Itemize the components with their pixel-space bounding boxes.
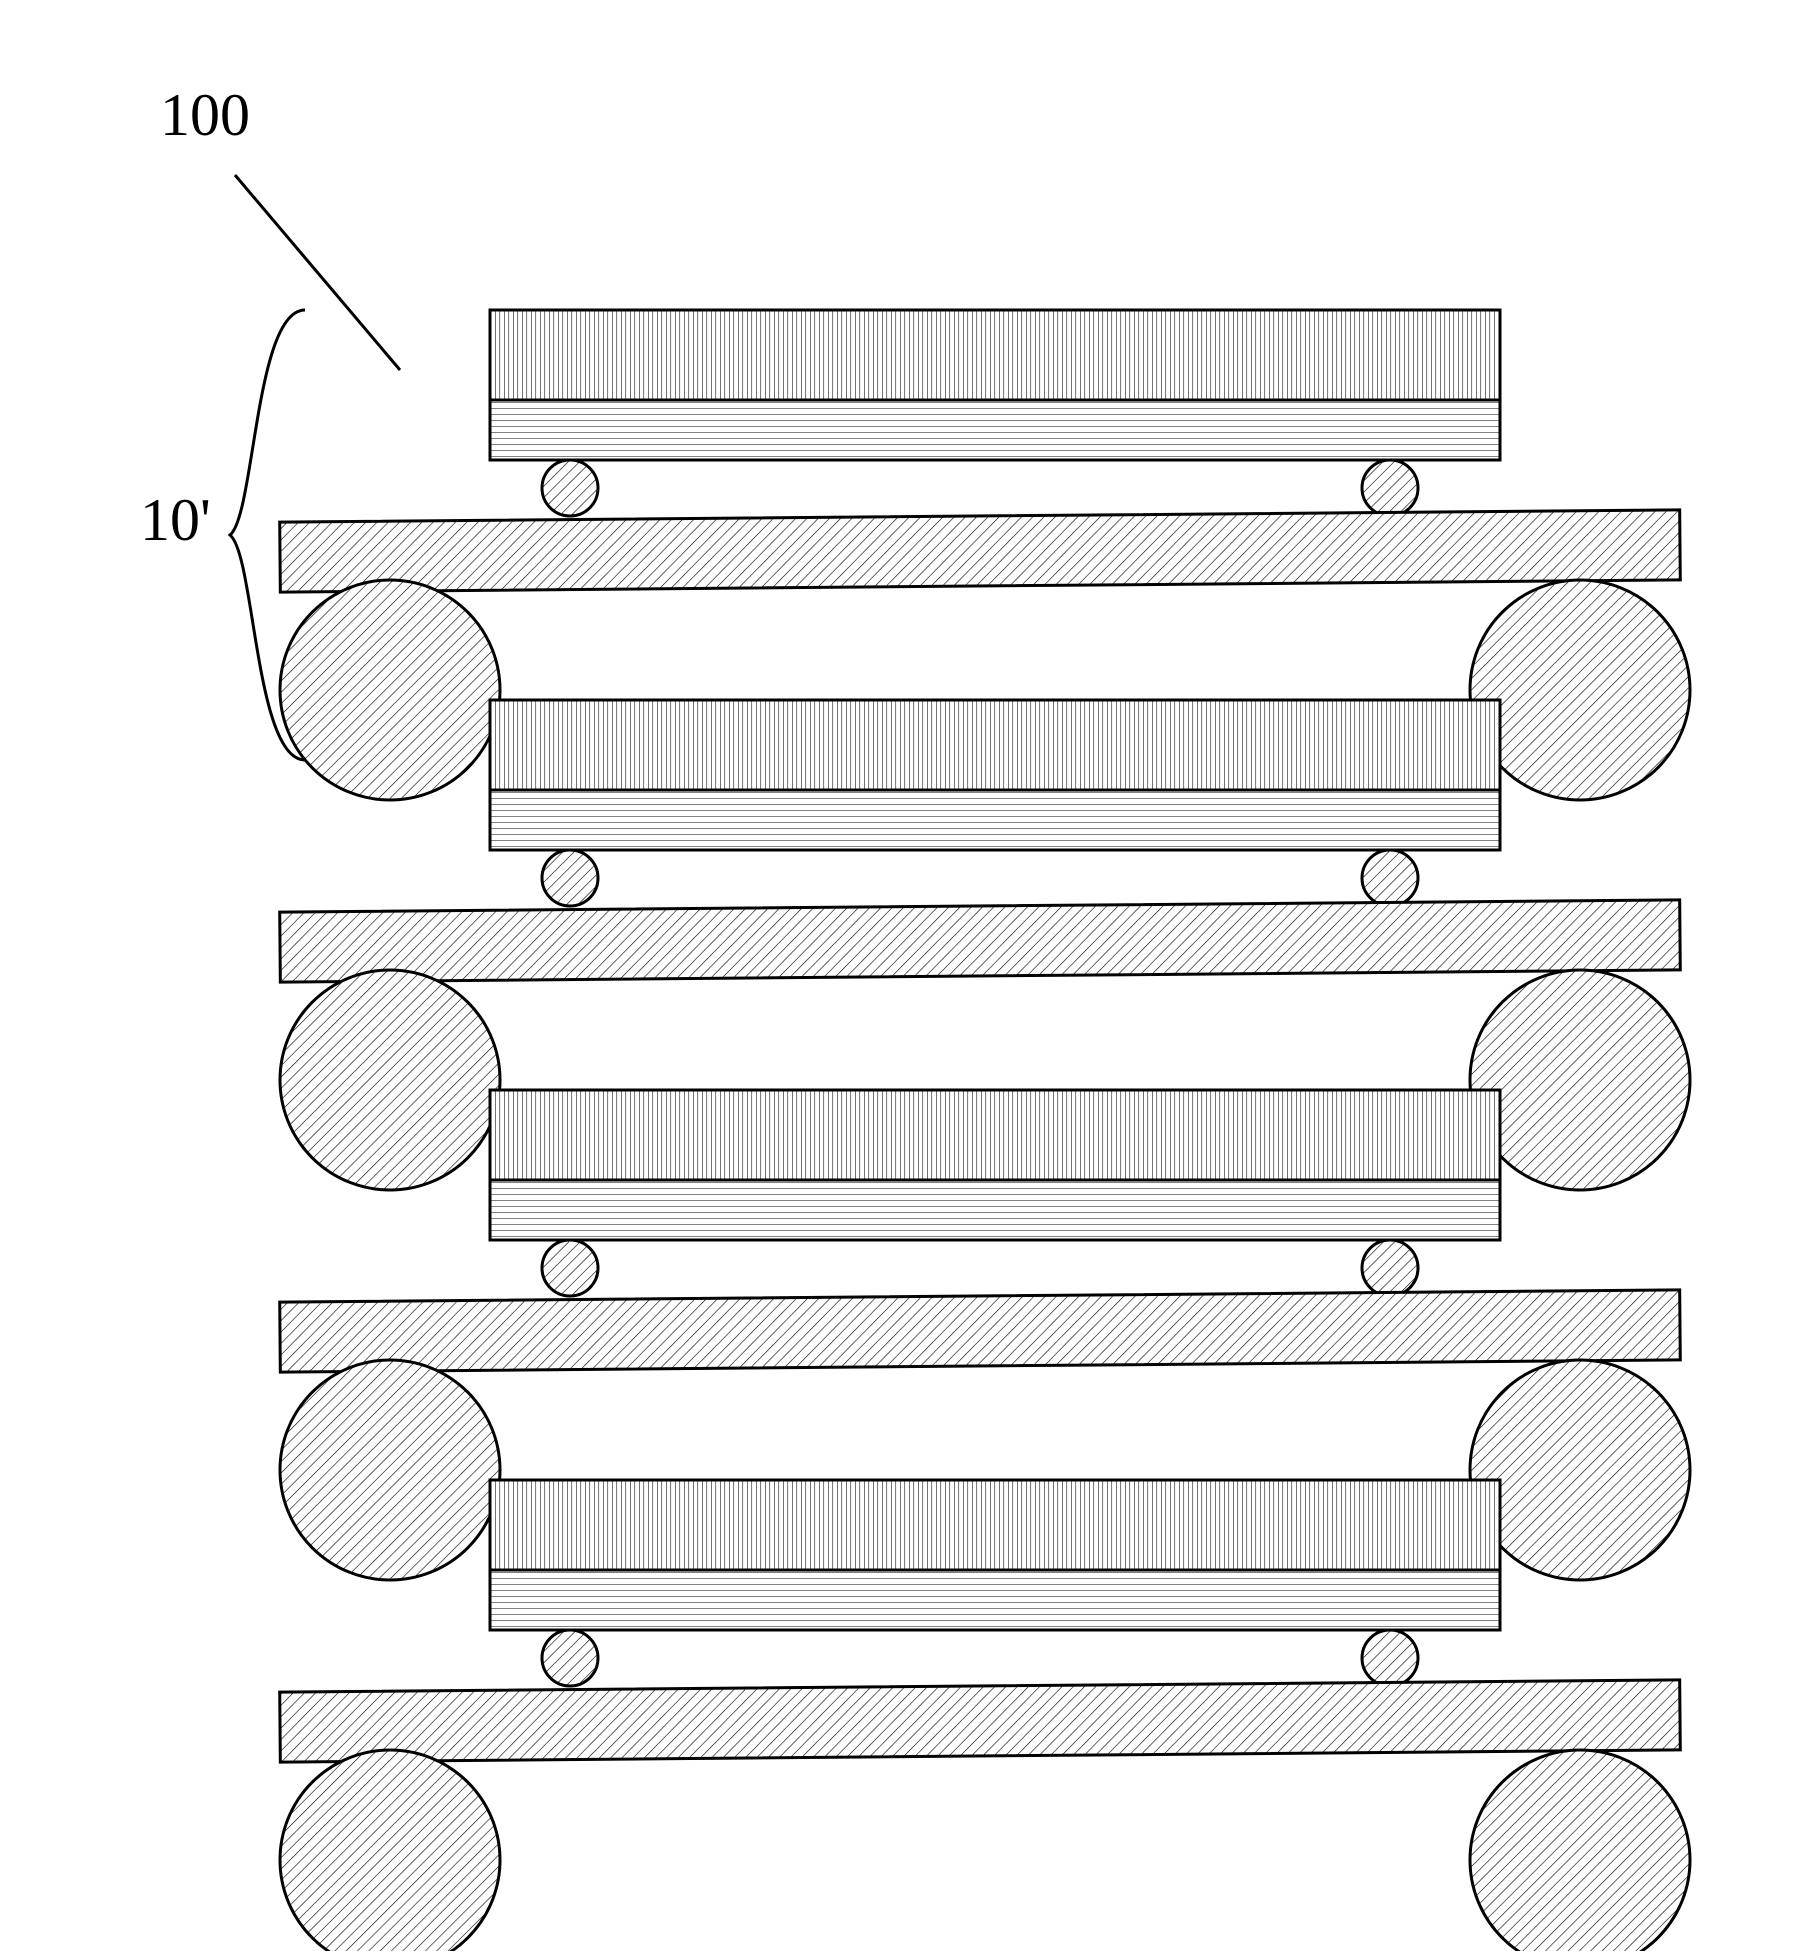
package-ball-left-1 [280, 970, 500, 1190]
chip-ball-right-0 [1362, 460, 1418, 516]
chip-interposer-2 [490, 1180, 1500, 1240]
chip-top-1 [490, 700, 1500, 790]
chip-ball-right-1 [1362, 850, 1418, 906]
substrate-2 [280, 1290, 1681, 1372]
chip-top-0 [490, 310, 1500, 400]
label-lbl100: 100 [160, 82, 250, 148]
chip-top-2 [490, 1090, 1500, 1180]
chip-ball-left-3 [542, 1630, 598, 1686]
chip-interposer-1 [490, 790, 1500, 850]
package-ball-left-3 [280, 1750, 500, 1951]
package-ball-right-1 [1470, 970, 1690, 1190]
package-ball-left-0 [280, 580, 500, 800]
package-ball-right-3 [1470, 1750, 1690, 1951]
chip-interposer-0 [490, 400, 1500, 460]
chip-interposer-3 [490, 1570, 1500, 1630]
substrate-3 [280, 1680, 1681, 1762]
package-layer-3 [280, 1480, 1690, 1951]
label-lbl10p: 10' [140, 487, 211, 553]
package-ball-right-2 [1470, 1360, 1690, 1580]
chip-ball-right-2 [1362, 1240, 1418, 1296]
chip-ball-left-0 [542, 460, 598, 516]
substrate-1 [280, 900, 1681, 982]
chip-ball-left-2 [542, 1240, 598, 1296]
chip-ball-left-1 [542, 850, 598, 906]
substrate-0 [280, 510, 1681, 592]
package-ball-right-0 [1470, 580, 1690, 800]
package-ball-left-2 [280, 1360, 500, 1580]
chip-ball-right-3 [1362, 1630, 1418, 1686]
chip-top-3 [490, 1480, 1500, 1570]
leader-line-100 [235, 175, 400, 370]
